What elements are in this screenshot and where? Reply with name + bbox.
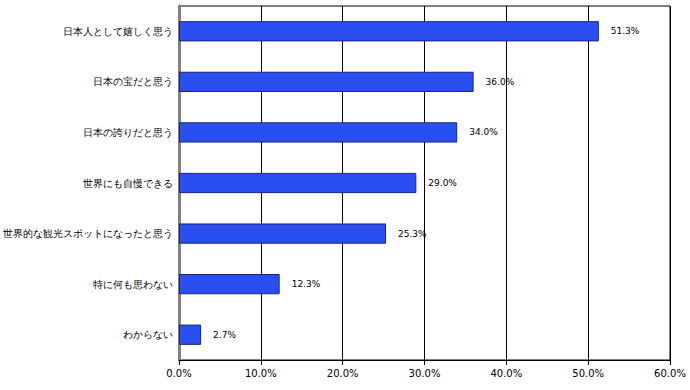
svg-text:36.0%: 36.0% bbox=[486, 77, 515, 87]
svg-text:50.0%: 50.0% bbox=[572, 368, 604, 379]
svg-text:30.0%: 30.0% bbox=[409, 368, 441, 379]
svg-text:25.3%: 25.3% bbox=[398, 229, 427, 239]
svg-text:わからない: わからない bbox=[123, 329, 173, 340]
svg-text:29.0%: 29.0% bbox=[428, 178, 457, 188]
svg-text:12.3%: 12.3% bbox=[292, 279, 321, 289]
svg-text:51.3%: 51.3% bbox=[611, 26, 640, 36]
svg-text:20.0%: 20.0% bbox=[327, 368, 359, 379]
svg-text:日本の宝だと思う: 日本の宝だと思う bbox=[93, 76, 173, 87]
svg-text:世界的な観光スポットになったと思う: 世界的な観光スポットになったと思う bbox=[3, 228, 173, 239]
svg-text:40.0%: 40.0% bbox=[490, 368, 522, 379]
svg-text:2.7%: 2.7% bbox=[213, 330, 236, 340]
svg-text:日本人として嬉しく思う: 日本人として嬉しく思う bbox=[63, 26, 173, 37]
svg-text:34.0%: 34.0% bbox=[469, 127, 498, 137]
svg-text:10.0%: 10.0% bbox=[245, 368, 277, 379]
svg-text:日本の誇りだと思う: 日本の誇りだと思う bbox=[83, 127, 173, 138]
svg-text:世界にも自慢できる: 世界にも自慢できる bbox=[83, 178, 173, 189]
svg-text:60.0%: 60.0% bbox=[654, 368, 686, 379]
svg-text:特に何も思わない: 特に何も思わない bbox=[93, 279, 173, 290]
svg-text:0.0%: 0.0% bbox=[166, 368, 191, 379]
